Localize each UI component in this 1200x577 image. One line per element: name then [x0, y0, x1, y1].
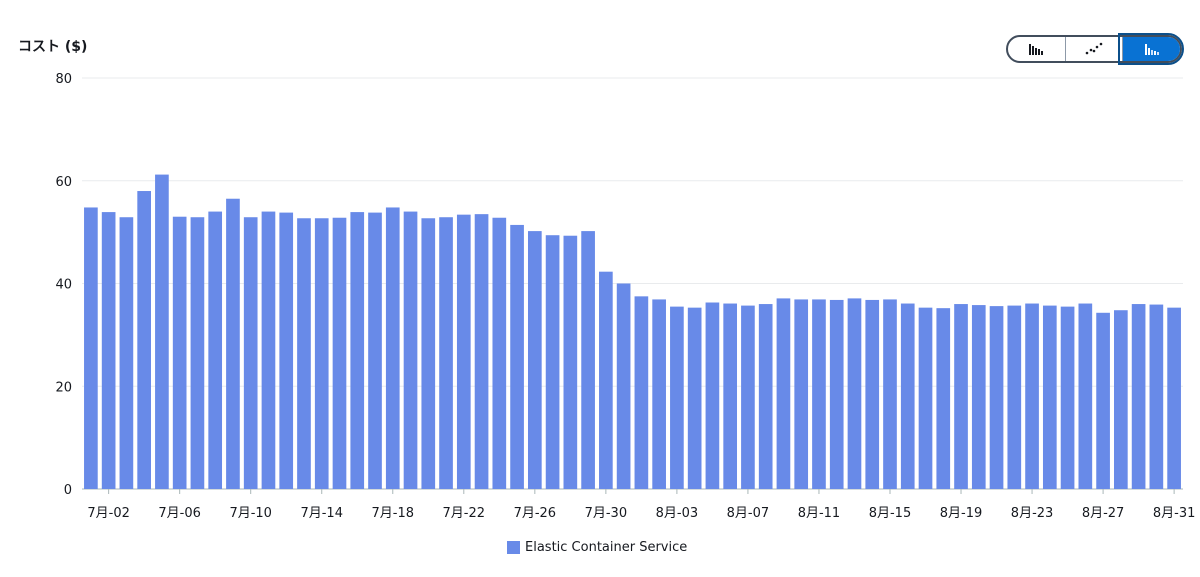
legend-label: Elastic Container Service: [525, 540, 688, 555]
line-chart-button[interactable]: [1064, 37, 1123, 61]
bar: [261, 211, 276, 489]
bar: [297, 218, 311, 489]
y-tick-label: 80: [55, 72, 72, 87]
bar: [172, 216, 187, 489]
bar: [510, 224, 524, 489]
bar: [652, 299, 666, 489]
bar: [279, 212, 294, 490]
bar: [670, 306, 684, 489]
bar: [971, 305, 986, 489]
stacked-bar-chart-button[interactable]: [1118, 33, 1184, 65]
bar: [1131, 304, 1146, 489]
bar: [1007, 305, 1022, 489]
bar: [634, 296, 649, 489]
bar: [918, 307, 933, 489]
bar: [563, 235, 578, 489]
bar: [137, 191, 151, 489]
x-tick-label: 8月-15: [869, 506, 912, 521]
bar: [812, 299, 826, 489]
bar: [474, 214, 489, 490]
x-tick-label: 8月-27: [1082, 506, 1125, 521]
bar: [190, 217, 205, 489]
x-tick-label: 7月-06: [158, 506, 201, 521]
chart-type-toggle: [1006, 33, 1184, 65]
legend-swatch: [507, 541, 520, 554]
bar: [314, 218, 329, 489]
bar: [385, 207, 400, 489]
bar: [883, 299, 897, 489]
grouped-bar-chart-icon: [1029, 44, 1044, 55]
bar: [226, 198, 240, 489]
bar: [758, 304, 773, 489]
bar: [599, 271, 613, 489]
bar: [527, 231, 542, 489]
bar: [865, 299, 880, 489]
x-tick-label: 8月-23: [1011, 506, 1054, 521]
bar: [492, 217, 507, 490]
bar: [741, 305, 755, 489]
bar: [332, 217, 347, 490]
bar: [119, 217, 134, 489]
y-axis-label: コスト ($): [18, 39, 88, 55]
line-chart-icon: [1085, 42, 1103, 55]
x-tick-label: 7月-30: [585, 506, 628, 521]
bar: [421, 218, 436, 489]
bar: [1078, 303, 1093, 489]
x-tick-label: 8月-19: [940, 506, 983, 521]
bar: [723, 303, 738, 489]
x-tick-label: 7月-14: [300, 506, 343, 521]
bar: [545, 235, 560, 489]
bar: [1042, 305, 1057, 489]
x-tick-label: 7月-02: [87, 506, 130, 521]
bar: [1114, 310, 1128, 489]
stacked-bar-chart-icon: [1144, 44, 1159, 55]
bar: [954, 304, 968, 489]
x-tick-label: 7月-18: [372, 506, 415, 521]
bar: [776, 298, 791, 489]
bar: [829, 299, 844, 489]
bar: [208, 211, 223, 489]
bar: [456, 214, 471, 489]
y-tick-label: 40: [55, 278, 72, 293]
x-tick-label: 8月-07: [727, 506, 770, 521]
bar: [1025, 303, 1039, 489]
bar: [936, 308, 951, 489]
x-tick-label: 8月-03: [656, 506, 699, 521]
bar: [350, 212, 365, 489]
bar: [1096, 312, 1110, 489]
y-tick-label: 0: [64, 483, 72, 498]
x-tick-label: 8月-31: [1153, 506, 1196, 521]
bar: [403, 211, 418, 489]
bar: [1149, 304, 1164, 489]
bar: [155, 174, 169, 489]
legend: Elastic Container Service: [507, 540, 687, 555]
x-tick-label: 7月-26: [514, 506, 557, 521]
x-tick-label: 7月-22: [443, 506, 486, 521]
bar: [687, 307, 702, 489]
bar: [616, 283, 631, 489]
bar: [581, 231, 595, 489]
grouped-bar-chart-button[interactable]: [1008, 37, 1065, 61]
bar: [1167, 307, 1181, 489]
bar: [243, 217, 258, 489]
bar: [900, 303, 915, 489]
y-tick-label: 60: [55, 175, 72, 190]
bar: [84, 207, 98, 489]
bar: [1060, 306, 1075, 489]
y-tick-label: 20: [55, 380, 72, 395]
bar: [794, 299, 809, 489]
bar: [989, 306, 1004, 489]
bar: [847, 298, 862, 489]
bar: [705, 302, 720, 489]
bar: [101, 212, 116, 489]
bar: [439, 217, 453, 489]
x-tick-label: 7月-10: [229, 506, 272, 521]
x-tick-label: 8月-11: [798, 506, 841, 521]
bar: [368, 212, 382, 490]
